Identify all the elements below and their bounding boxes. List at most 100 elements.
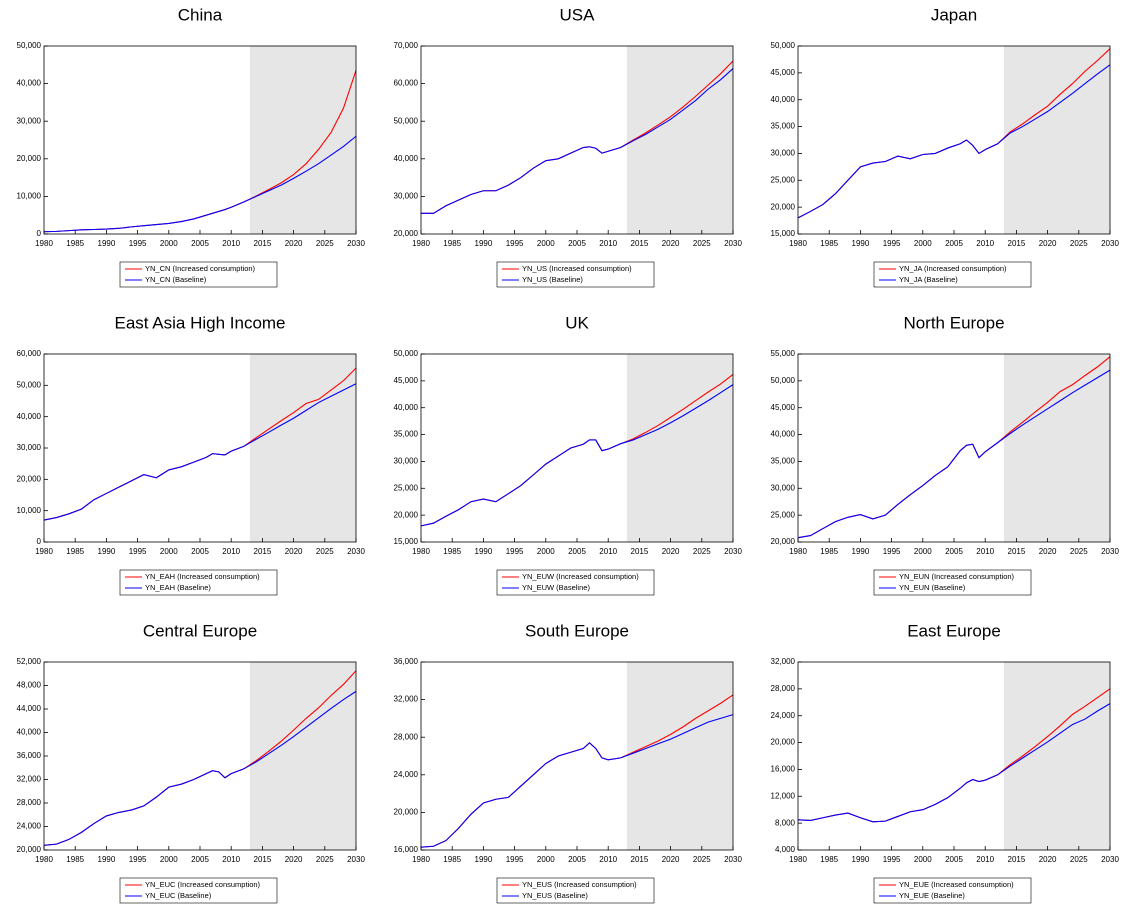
x-tick-label: 2005 — [191, 855, 209, 864]
y-tick-label: 15,000 — [394, 537, 419, 546]
x-tick-label: 2030 — [347, 855, 365, 864]
y-tick-label: 30,000 — [771, 483, 796, 492]
y-tick-label: 20,000 — [771, 537, 796, 546]
y-tick-label: 32,000 — [17, 775, 42, 784]
y-tick-label: 40,000 — [394, 403, 419, 412]
y-tick-label: 40,000 — [17, 412, 42, 421]
y-tick-label: 20,000 — [394, 808, 419, 817]
x-tick-label: 2010 — [222, 239, 240, 248]
x-tick-label: 2020 — [285, 855, 303, 864]
x-tick-label: 1980 — [35, 239, 53, 248]
chart-panel: North Europe 20,000 25,000 30,000 35,000 40,0… — [771, 313, 1119, 596]
x-tick-label: 1995 — [506, 239, 524, 248]
y-tick-label: 50,000 — [394, 116, 419, 125]
y-tick-label: 30,000 — [17, 443, 42, 452]
y-tick-label: 50,000 — [17, 380, 42, 389]
x-tick-label: 1980 — [35, 855, 53, 864]
series-line — [43, 383, 357, 521]
y-tick-label: 4,000 — [775, 845, 796, 854]
chart-title: South Europe — [525, 621, 629, 640]
x-tick-label: 2010 — [599, 239, 617, 248]
y-tick-label: 32,000 — [771, 657, 796, 666]
x-tick-label: 2000 — [914, 239, 932, 248]
legend-label: YN_EUS (Baseline) — [522, 891, 588, 900]
chart-title: Japan — [931, 5, 977, 24]
y-tick-label: 12,000 — [771, 791, 796, 800]
forecast-shading — [1003, 46, 1110, 234]
x-tick-label: 1980 — [412, 547, 430, 556]
x-tick-label: 1980 — [412, 239, 430, 248]
y-tick-label: 40,000 — [771, 95, 796, 104]
x-tick-label: 2025 — [1070, 239, 1088, 248]
forecast-shading — [1003, 662, 1110, 850]
y-tick-label: 45,000 — [771, 68, 796, 77]
legend-label: YN_EUE (Baseline) — [899, 891, 965, 900]
plot-frame — [797, 353, 1111, 543]
plot-frame — [420, 353, 734, 543]
x-tick-label: 2030 — [1101, 239, 1119, 248]
x-tick-label: 1980 — [789, 547, 807, 556]
legend-box — [119, 569, 278, 596]
forecast-shading — [249, 46, 356, 234]
y-tick-label: 35,000 — [771, 457, 796, 466]
plot-frame — [797, 661, 1111, 851]
x-tick-label: 2025 — [693, 855, 711, 864]
x-tick-label: 2010 — [599, 547, 617, 556]
y-tick-label: 24,000 — [771, 711, 796, 720]
forecast-shading — [249, 354, 356, 542]
y-tick-label: 50,000 — [394, 349, 419, 358]
chart-title: East Europe — [907, 621, 1001, 640]
legend-label: YN_EUN (Baseline) — [899, 583, 966, 592]
legend-label: YN_EUE (Increased consumption) — [899, 880, 1014, 889]
x-tick-label: 1995 — [129, 855, 147, 864]
chart-panel: Japan 15,000 20,000 25,000 30,000 35,000 40,00… — [771, 5, 1119, 288]
x-tick-label: 2005 — [568, 855, 586, 864]
x-tick-label: 1995 — [883, 547, 901, 556]
forecast-shading — [249, 662, 356, 850]
x-tick-label: 1990 — [98, 239, 116, 248]
y-tick-label: 60,000 — [17, 349, 42, 358]
x-tick-label: 1990 — [475, 855, 493, 864]
y-tick-label: 35,000 — [394, 430, 419, 439]
x-tick-label: 2015 — [631, 239, 649, 248]
plot-frame — [43, 45, 357, 235]
y-tick-label: 30,000 — [394, 192, 419, 201]
y-tick-label: 40,000 — [771, 430, 796, 439]
x-tick-label: 2000 — [914, 547, 932, 556]
y-tick-label: 40,000 — [17, 79, 42, 88]
x-tick-label: 2015 — [631, 855, 649, 864]
x-tick-label: 2020 — [285, 239, 303, 248]
x-tick-label: 1980 — [789, 855, 807, 864]
y-tick-label: 30,000 — [17, 116, 42, 125]
y-tick-label: 70,000 — [394, 41, 419, 50]
y-tick-label: 50,000 — [771, 376, 796, 385]
y-tick-label: 36,000 — [17, 751, 42, 760]
y-tick-label: 10,000 — [17, 192, 42, 201]
y-tick-label: 35,000 — [771, 122, 796, 131]
x-tick-label: 2015 — [254, 547, 272, 556]
x-tick-label: 2000 — [160, 239, 178, 248]
y-tick-label: 25,000 — [394, 483, 419, 492]
x-tick-label: 2030 — [724, 855, 742, 864]
y-tick-label: 0 — [37, 229, 42, 238]
y-tick-label: 40,000 — [394, 154, 419, 163]
x-tick-label: 2000 — [914, 855, 932, 864]
y-tick-label: 20,000 — [17, 154, 42, 163]
chart-title: UK — [565, 313, 589, 332]
x-tick-label: 2030 — [347, 239, 365, 248]
x-tick-label: 2025 — [316, 239, 334, 248]
y-tick-label: 20,000 — [17, 845, 42, 854]
y-tick-label: 36,000 — [394, 657, 419, 666]
chart-title: North Europe — [903, 313, 1004, 332]
x-tick-label: 2025 — [693, 239, 711, 248]
y-tick-label: 20,000 — [771, 738, 796, 747]
x-tick-label: 2020 — [1039, 239, 1057, 248]
y-tick-label: 55,000 — [771, 349, 796, 358]
y-tick-label: 25,000 — [771, 175, 796, 184]
legend-label: YN_EUC (Baseline) — [145, 891, 212, 900]
x-tick-label: 1985 — [443, 547, 461, 556]
y-tick-label: 20,000 — [394, 510, 419, 519]
x-tick-label: 2005 — [568, 547, 586, 556]
series-line — [43, 690, 357, 846]
